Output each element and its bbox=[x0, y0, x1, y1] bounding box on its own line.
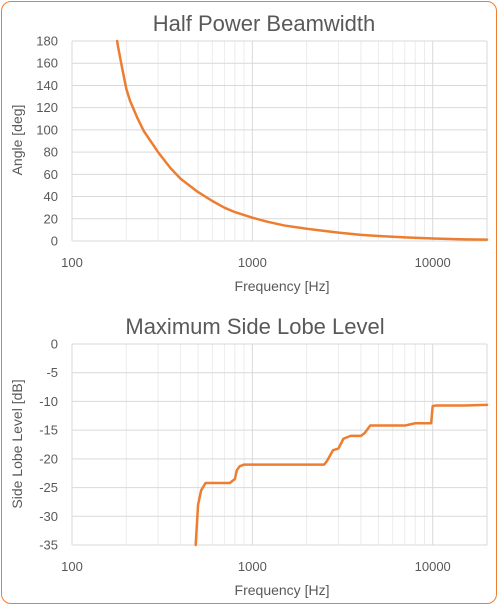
y-tick-label: 100 bbox=[36, 122, 58, 137]
y-tick-label: 180 bbox=[36, 34, 58, 49]
x-tick-label: 10000 bbox=[415, 255, 451, 270]
y-tick-label: 160 bbox=[36, 56, 58, 71]
x-tick-label: 10000 bbox=[415, 559, 451, 574]
series-line-1-0 bbox=[194, 403, 489, 547]
series-line-0-0 bbox=[115, 39, 489, 241]
y-tick-label: -35 bbox=[39, 538, 58, 553]
y-tick-label: -10 bbox=[39, 394, 58, 409]
y-tick-label: 20 bbox=[44, 211, 58, 226]
y-tick-label: 0 bbox=[51, 337, 58, 352]
x-tick-label: 100 bbox=[61, 559, 83, 574]
y-tick-label: 120 bbox=[36, 100, 58, 115]
y-tick-label: -15 bbox=[39, 423, 58, 438]
y-tick-label: 80 bbox=[44, 145, 58, 160]
y-axis-label-side-lobe: Side Lobe Level [dB] bbox=[9, 379, 25, 508]
chart-title-side-lobe: Maximum Side Lobe Level bbox=[125, 314, 384, 339]
x-tick-label: 1000 bbox=[238, 255, 267, 270]
y-tick-label: -20 bbox=[39, 451, 58, 466]
y-tick-label: -25 bbox=[39, 480, 58, 495]
y-tick-label: -5 bbox=[46, 365, 58, 380]
y-tick-label: -30 bbox=[39, 509, 58, 524]
x-tick-label: 100 bbox=[61, 255, 83, 270]
x-tick-label: 1000 bbox=[238, 559, 267, 574]
y-axis-label-beamwidth: Angle [deg] bbox=[9, 105, 25, 176]
x-axis-label-side-lobe: Frequency [Hz] bbox=[235, 582, 330, 598]
y-tick-label: 0 bbox=[51, 234, 58, 249]
y-tick-label: 60 bbox=[44, 167, 58, 182]
plot-beamwidth: 0 20 40 60 80 100 120 140 160 180 100 1000 10000 bbox=[36, 34, 489, 270]
y-tick-label: 40 bbox=[44, 189, 58, 204]
chart-title-beamwidth: Half Power Beamwidth bbox=[153, 11, 376, 36]
x-axis-label-beamwidth: Frequency [Hz] bbox=[235, 278, 330, 294]
y-tick-label: 140 bbox=[36, 78, 58, 93]
